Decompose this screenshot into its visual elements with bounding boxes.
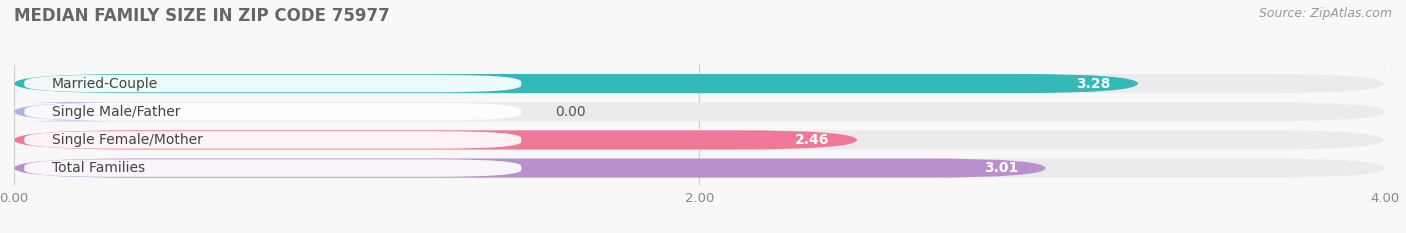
FancyBboxPatch shape (24, 103, 522, 120)
Text: Source: ZipAtlas.com: Source: ZipAtlas.com (1258, 7, 1392, 20)
Text: MEDIAN FAMILY SIZE IN ZIP CODE 75977: MEDIAN FAMILY SIZE IN ZIP CODE 75977 (14, 7, 389, 25)
FancyBboxPatch shape (24, 159, 522, 177)
FancyBboxPatch shape (24, 131, 522, 149)
Text: 3.28: 3.28 (1077, 77, 1111, 91)
Text: Single Male/Father: Single Male/Father (52, 105, 180, 119)
FancyBboxPatch shape (11, 102, 134, 121)
Text: 0.00: 0.00 (555, 105, 586, 119)
Text: 3.01: 3.01 (984, 161, 1018, 175)
FancyBboxPatch shape (14, 74, 1139, 93)
FancyBboxPatch shape (14, 158, 1046, 178)
FancyBboxPatch shape (14, 130, 858, 150)
Text: Total Families: Total Families (52, 161, 145, 175)
Text: 2.46: 2.46 (796, 133, 830, 147)
FancyBboxPatch shape (24, 75, 522, 92)
FancyBboxPatch shape (14, 102, 1385, 121)
FancyBboxPatch shape (14, 74, 1385, 93)
Text: Married-Couple: Married-Couple (52, 77, 157, 91)
FancyBboxPatch shape (14, 158, 1385, 178)
FancyBboxPatch shape (14, 130, 1385, 150)
Text: Single Female/Mother: Single Female/Mother (52, 133, 202, 147)
